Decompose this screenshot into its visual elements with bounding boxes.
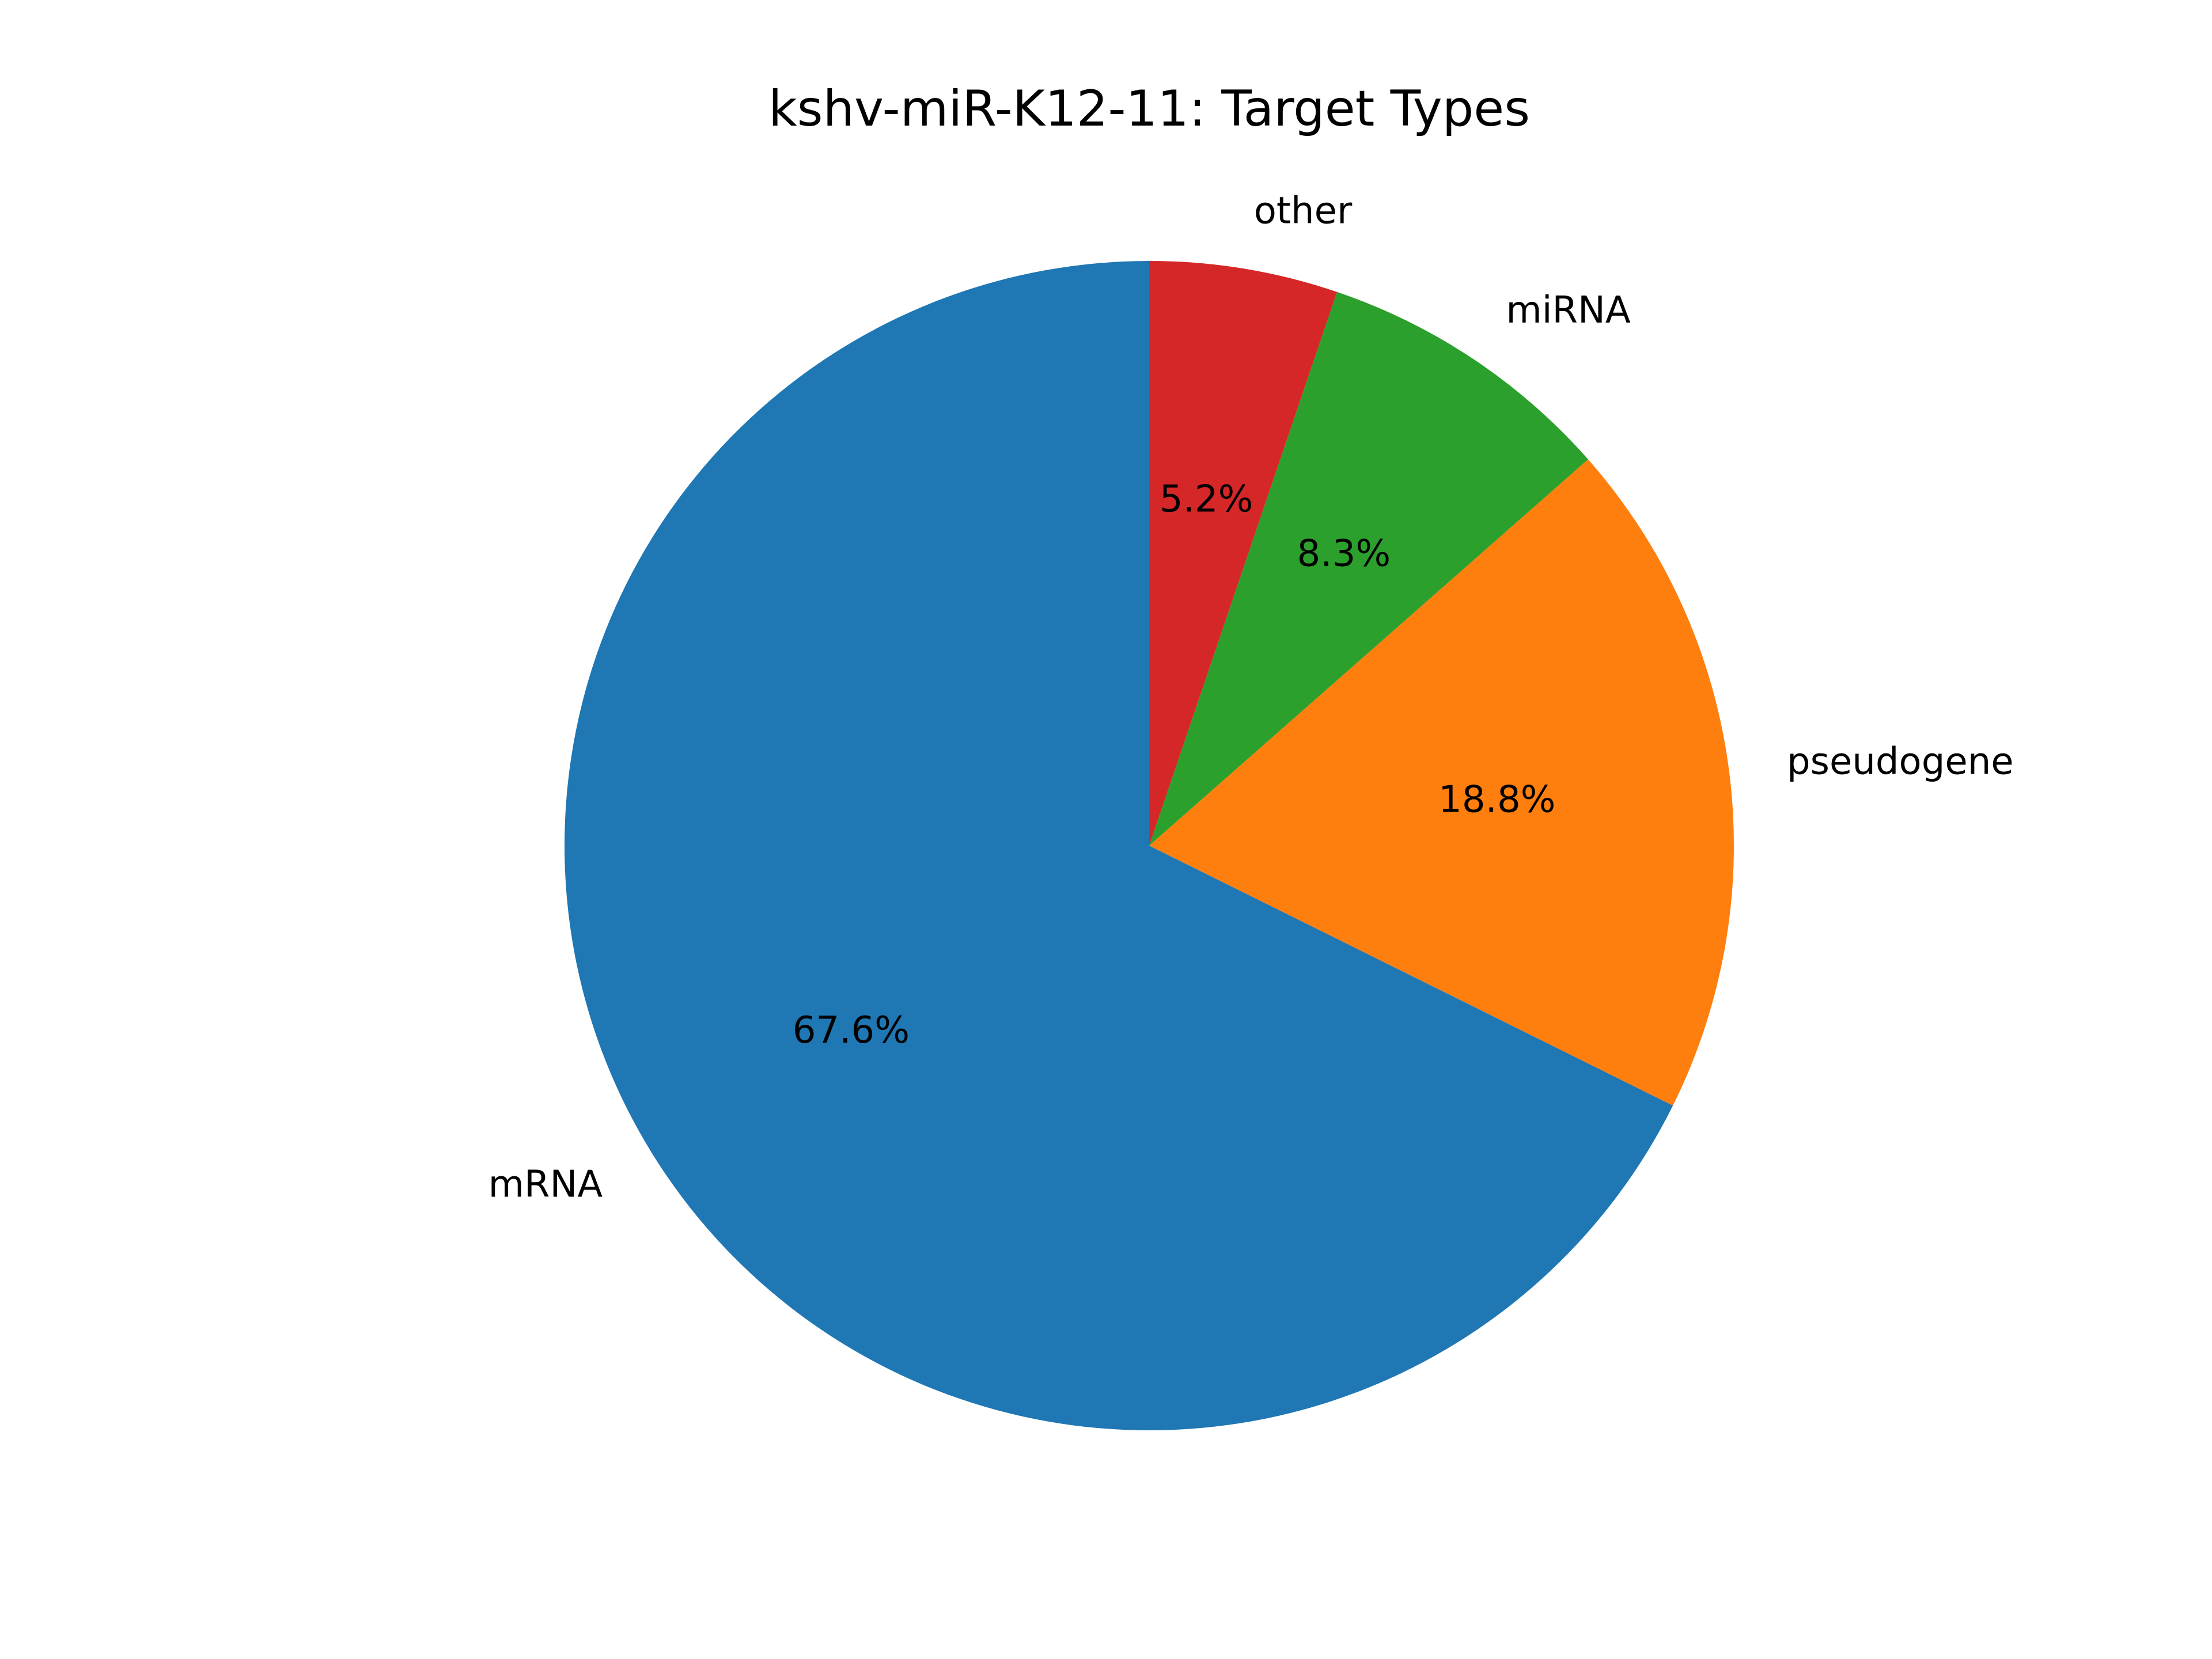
pie-slice-other <box>1149 261 1338 846</box>
slice-label-mrna: mRNA <box>488 1163 603 1206</box>
slice-label-pseudogene: pseudogene <box>1787 741 2014 783</box>
pct-label-mrna: 67.6% <box>793 1009 910 1052</box>
pct-label-other: 5.2% <box>1160 478 1253 521</box>
pie-slice-pseudogene <box>1149 459 1734 1106</box>
pie-slice-mrna <box>565 261 1673 1431</box>
pie-slices <box>565 261 1734 1431</box>
slice-label-other: other <box>1254 190 1353 232</box>
pct-label-mirna: 8.3% <box>1297 532 1391 575</box>
slice-label-mirna: miRNA <box>1506 289 1630 332</box>
pct-label-pseudogene: 18.8% <box>1438 779 1555 821</box>
pie-labels: 67.6% mRNA 18.8% pseudogene 8.3% miRNA 5.2% oth… <box>488 190 2014 1206</box>
pie-slice-mirna <box>1149 291 1588 846</box>
chart-title: kshv-miR-K12-11: Target Types <box>768 80 1530 138</box>
